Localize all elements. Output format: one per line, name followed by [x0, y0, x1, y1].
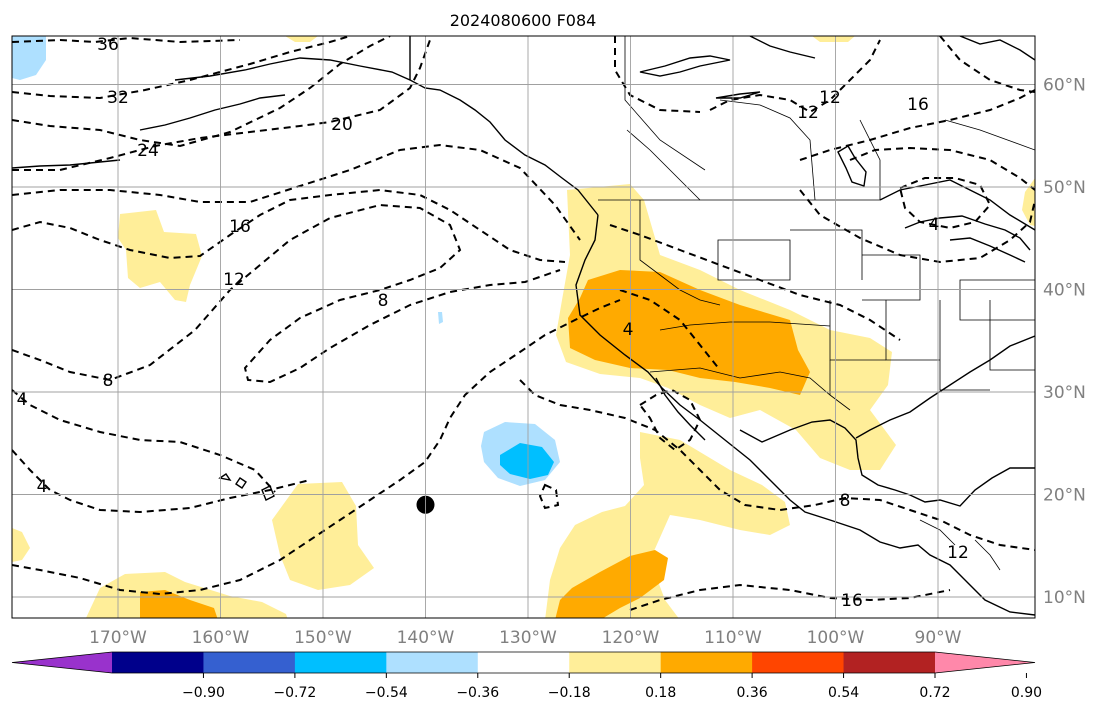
colorbar-tick-label: 0.90	[1011, 685, 1042, 701]
contour-label: 12	[947, 543, 969, 563]
colorbar-tick-label: 0.72	[919, 685, 950, 701]
colorbar-tick-label: −0.72	[273, 685, 316, 701]
contour-label: 20	[331, 115, 353, 135]
longitude-tick-label: 160°W	[192, 628, 250, 648]
colorbar-extend-max	[935, 652, 1035, 673]
longitude-tick-label: 170°W	[89, 628, 147, 648]
latitude-tick-label: 20°N	[1043, 486, 1086, 506]
shade-northwest-pacific	[118, 210, 202, 302]
contour-label: 12	[819, 88, 841, 108]
longitude-tick-label: 110°W	[704, 628, 762, 648]
shade-top-left	[12, 36, 46, 80]
shade-small-islet	[438, 312, 443, 324]
contour-label: 12	[797, 103, 819, 123]
colorbar-segment	[203, 652, 296, 673]
colorbar-outline	[11, 651, 1036, 674]
map-gridlines	[12, 36, 1035, 618]
longitude-tick-label: 90°W	[915, 628, 962, 648]
shade-tropical-core	[555, 550, 668, 618]
colorbar-tick-label: −0.90	[182, 685, 225, 701]
contour-label: 16	[907, 95, 929, 115]
map-title: 2024080600 F084	[450, 11, 597, 30]
latitude-labels: 10°N 20°N 30°N 40°N 50°N 60°N	[1043, 76, 1086, 609]
shade-west-core	[568, 270, 810, 395]
contour-label: 8	[840, 491, 851, 511]
colorbar-segment	[752, 652, 845, 673]
map-background	[12, 36, 1035, 618]
shade-top-right	[812, 36, 855, 42]
shade-southwest-pacific	[86, 572, 288, 618]
contour-label: 24	[137, 141, 159, 161]
longitude-tick-label: 120°W	[602, 628, 660, 648]
longitude-tick-label: 140°W	[397, 628, 455, 648]
latitude-tick-label: 50°N	[1043, 178, 1086, 198]
contour-label: 32	[107, 88, 129, 108]
colorbar-segment	[477, 652, 570, 673]
colorbar-extend-min	[12, 652, 112, 673]
colorbar-segment	[112, 652, 204, 673]
colorbar-segment	[660, 652, 753, 673]
colorbar-tick-label: 0.18	[645, 685, 676, 701]
colorbar-segment	[386, 652, 479, 673]
shade-low-core	[500, 443, 554, 479]
contour-label: 4	[17, 390, 28, 410]
contour-label: 16	[229, 217, 251, 237]
colorbar-tick-label: 0.36	[737, 685, 768, 701]
latitude-tick-label: 60°N	[1043, 76, 1086, 96]
positive-field-strong	[140, 270, 810, 618]
contour-label: 4	[37, 477, 48, 497]
shade-top-center	[285, 36, 318, 42]
contour-labels: 36 32 24 20 16 12 8 4 4 8 4 8 12 16 12 1…	[17, 35, 969, 611]
latitude-tick-label: 40°N	[1043, 281, 1086, 301]
colorbar-tick-label: −0.54	[365, 685, 408, 701]
contour-label: 8	[378, 291, 389, 311]
contour-label: 16	[841, 591, 863, 611]
contour-label: 8	[103, 371, 114, 391]
contour-label: 36	[97, 35, 119, 55]
colorbar: −0.90 −0.72 −0.54 −0.36 −0.18 0.18 0.36 0.54 0.7…	[11, 651, 1042, 701]
colorbar-tick-label: 0.54	[828, 685, 859, 701]
contour-label: 4	[929, 215, 940, 235]
longitude-tick-label: 150°W	[294, 628, 352, 648]
colorbar-tick-label: −0.36	[456, 685, 499, 701]
latitude-tick-label: 30°N	[1043, 383, 1086, 403]
negative-field	[12, 36, 560, 486]
longitude-tick-label: 100°W	[807, 628, 865, 648]
colorbar-segment	[843, 652, 936, 673]
colorbar-tick-label: −0.18	[548, 685, 591, 701]
contour-label: 4	[623, 320, 634, 340]
map-frame	[11, 35, 1036, 619]
longitude-labels: 170°W 160°W 150°W 140°W 130°W 120°W 110°W 100°W…	[89, 628, 962, 648]
colorbar-segment	[294, 652, 387, 673]
contours	[12, 36, 1035, 611]
shade-hawaii-west	[12, 528, 30, 562]
colorbar-segment	[569, 652, 662, 673]
longitude-tick-label: 130°W	[499, 628, 557, 648]
shade-great-lakes-east	[1022, 178, 1035, 226]
latitude-tick-label: 10°N	[1043, 588, 1086, 608]
contour-label: 12	[223, 270, 245, 290]
